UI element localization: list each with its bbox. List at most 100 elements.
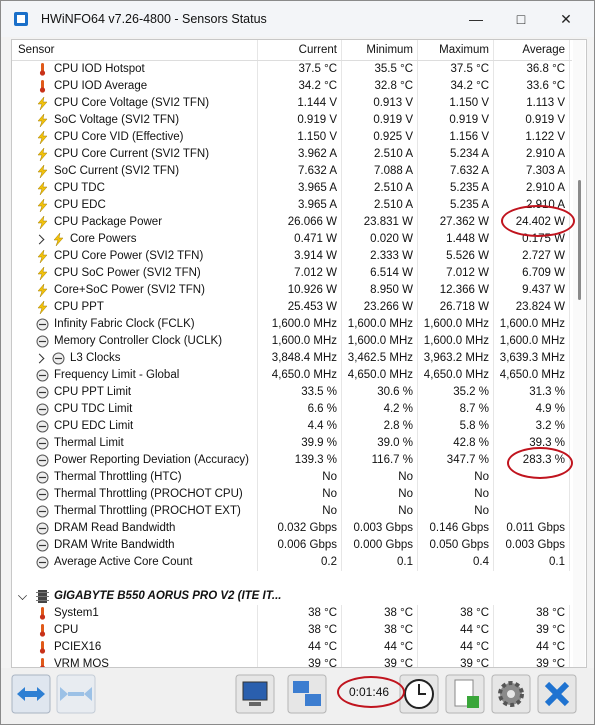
sensor-value: 5.235 A bbox=[418, 180, 494, 197]
sensor-value: 2.910 A bbox=[494, 146, 570, 163]
sensor-value bbox=[494, 486, 570, 503]
sensor-value: No bbox=[342, 469, 418, 486]
sensor-row: Core+SoC Power (SVI2 TFN) 10.926 W 8.950 W… bbox=[12, 282, 572, 299]
scrollbar[interactable] bbox=[573, 40, 585, 667]
nav-button[interactable] bbox=[11, 674, 51, 714]
sensor-value: No bbox=[258, 469, 342, 486]
gauge-icon bbox=[36, 488, 49, 501]
gauge-icon bbox=[36, 437, 49, 450]
sensor-value: 0.006 Gbps bbox=[258, 537, 342, 554]
sensor-row: L3 Clocks 3,848.4 MHz 3,462.5 MHz 3,963.2 M… bbox=[12, 350, 572, 367]
sensor-value: 2.510 A bbox=[342, 180, 418, 197]
sensor-row: CPU 38 °C 38 °C 44 °C 39 °C bbox=[12, 622, 572, 639]
settings-button[interactable] bbox=[491, 674, 531, 714]
sensor-value: 5.235 A bbox=[418, 197, 494, 214]
sensor-value: 4.4 % bbox=[258, 418, 342, 435]
sensor-value: 1.144 V bbox=[258, 95, 342, 112]
sensor-row: DRAM Read Bandwidth 0.032 Gbps 0.003 Gbps 0… bbox=[12, 520, 572, 537]
toolbar: 0:01:46 bbox=[1, 668, 594, 724]
sensor-value: 39.3 % bbox=[494, 435, 570, 452]
close-sensors-button[interactable] bbox=[537, 674, 577, 714]
temp-icon bbox=[39, 607, 46, 620]
sensor-name: CPU SoC Power (SVI2 TFN) bbox=[12, 265, 258, 282]
sensor-value: 7.088 A bbox=[342, 163, 418, 180]
report-button[interactable] bbox=[445, 674, 485, 714]
sensor-value: 34.2 °C bbox=[258, 78, 342, 95]
sensor-value: 0.011 Gbps bbox=[494, 520, 570, 537]
sensor-value: 4,650.0 MHz bbox=[418, 367, 494, 384]
sensor-value: 7.012 W bbox=[418, 265, 494, 282]
network-button[interactable] bbox=[287, 674, 327, 714]
clock-button[interactable] bbox=[399, 674, 439, 714]
sensor-value: 2.510 A bbox=[342, 146, 418, 163]
sensor-value: 12.366 W bbox=[418, 282, 494, 299]
sensor-value: 0.919 V bbox=[342, 112, 418, 129]
sensor-value: 0.003 Gbps bbox=[494, 537, 570, 554]
gauge-icon bbox=[36, 386, 49, 399]
sensor-value: 3.965 A bbox=[258, 197, 342, 214]
sensor-value: 23.831 W bbox=[342, 214, 418, 231]
column-header: Current bbox=[258, 40, 342, 60]
sensor-name: Core+SoC Power (SVI2 TFN) bbox=[12, 282, 258, 299]
sensor-value: 37.5 °C bbox=[418, 61, 494, 78]
sensor-value: 30.6 % bbox=[342, 384, 418, 401]
gauge-icon bbox=[36, 556, 49, 569]
sensor-value: 9.437 W bbox=[494, 282, 570, 299]
sensor-value: 1.150 V bbox=[418, 95, 494, 112]
sensor-row: Memory Controller Clock (UCLK) 1,600.0 MH… bbox=[12, 333, 572, 350]
group-title: GIGABYTE B550 AORUS PRO V2 (ITE IT... bbox=[54, 590, 282, 602]
sensor-value: No bbox=[342, 486, 418, 503]
sensor-value: 44 °C bbox=[418, 639, 494, 656]
sensor-value: No bbox=[342, 503, 418, 520]
sensor-row: Average Active Core Count 0.2 0.1 0.4 0.1 bbox=[12, 554, 572, 571]
bolt-icon bbox=[37, 301, 48, 314]
sensor-row: CPU SoC Power (SVI2 TFN) 7.012 W 6.514 W 7.… bbox=[12, 265, 572, 282]
sensor-name: VRM MOS bbox=[12, 656, 258, 667]
sensor-row: CPU PPT Limit 33.5 % 30.6 % 35.2 % 31.3 % bbox=[12, 384, 572, 401]
sensor-value: 1,600.0 MHz bbox=[494, 333, 570, 350]
sensor-value: 116.7 % bbox=[342, 452, 418, 469]
column-header: Maximum bbox=[418, 40, 494, 60]
sensor-value: 0.4 bbox=[418, 554, 494, 571]
close-button[interactable]: ✕ bbox=[560, 11, 572, 27]
bolt-icon bbox=[37, 267, 48, 280]
sensor-value: 0.000 Gbps bbox=[342, 537, 418, 554]
sensor-value: 38 °C bbox=[342, 605, 418, 622]
bolt-icon bbox=[37, 114, 48, 127]
sensor-value: 3,639.3 MHz bbox=[494, 350, 570, 367]
sensor-value: 3,848.4 MHz bbox=[258, 350, 342, 367]
group-row[interactable]: GIGABYTE B550 AORUS PRO V2 (ITE IT... bbox=[12, 588, 572, 605]
bolt-icon bbox=[37, 284, 48, 297]
sensor-value: 25.453 W bbox=[258, 299, 342, 316]
temp-icon bbox=[39, 624, 46, 637]
annotation-circle bbox=[501, 205, 575, 237]
sensor-value: 0.146 Gbps bbox=[418, 520, 494, 537]
gauge-icon bbox=[36, 369, 49, 382]
sensor-value: 1,600.0 MHz bbox=[418, 333, 494, 350]
sensor-name: CPU Core Current (SVI2 TFN) bbox=[12, 146, 258, 163]
sensor-value: 2.333 W bbox=[342, 248, 418, 265]
monitor-button[interactable] bbox=[235, 674, 275, 714]
sensor-value: 3,462.5 MHz bbox=[342, 350, 418, 367]
sensor-name: Infinity Fabric Clock (FCLK) bbox=[12, 316, 258, 333]
sensor-value: 2.910 A bbox=[494, 180, 570, 197]
sensor-value: 44 °C bbox=[258, 639, 342, 656]
sensor-value: 139.3 % bbox=[258, 452, 342, 469]
rows: CPU IOD Hotspot 37.5 °C 35.5 °C 37.5 °C 36.8… bbox=[12, 61, 572, 667]
sensor-value: 7.632 A bbox=[258, 163, 342, 180]
bolt-icon bbox=[37, 131, 48, 144]
sensor-name: CPU PPT Limit bbox=[12, 384, 258, 401]
scroll-thumb[interactable] bbox=[578, 180, 581, 300]
sensor-value: 347.7 % bbox=[418, 452, 494, 469]
minimize-button[interactable]: — bbox=[469, 11, 483, 27]
sensor-value: 1,600.0 MHz bbox=[258, 316, 342, 333]
sensor-value: 36.8 °C bbox=[494, 61, 570, 78]
sensor-value: 1.156 V bbox=[418, 129, 494, 146]
chip-icon bbox=[36, 590, 49, 603]
sensor-table: Sensor Current Minimum Maximum Average CPU I… bbox=[11, 39, 587, 668]
title-bar: HWiNFO64 v7.26-4800 - Sensors Status — □… bbox=[1, 1, 594, 37]
sensor-value: 1.448 W bbox=[418, 231, 494, 248]
sensor-value: 2.510 A bbox=[342, 197, 418, 214]
nav-button[interactable] bbox=[56, 674, 96, 714]
maximize-button[interactable]: □ bbox=[516, 11, 526, 27]
